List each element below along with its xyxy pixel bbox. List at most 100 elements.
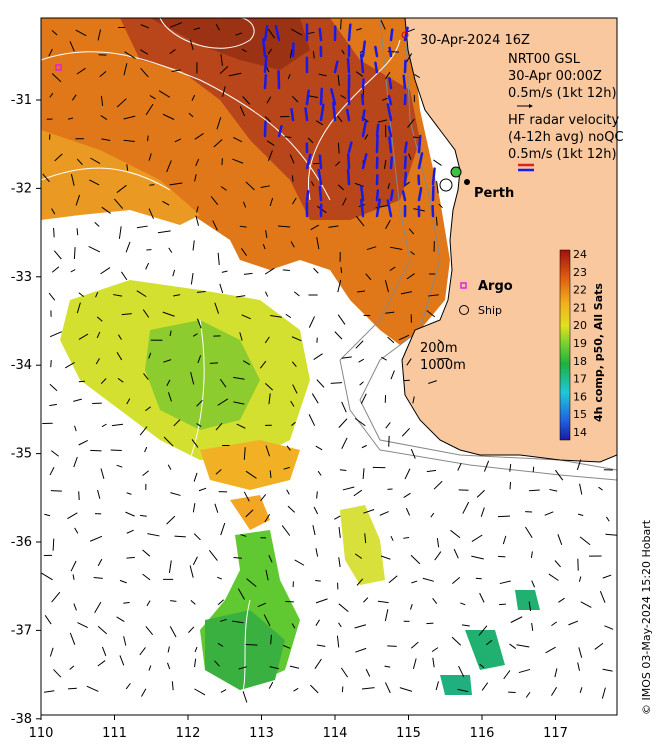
- current-arrow: [362, 468, 365, 480]
- current-arrow: [363, 597, 369, 603]
- current-arrow: [268, 554, 273, 563]
- current-arrow: [291, 336, 302, 342]
- current-arrow: [193, 533, 201, 541]
- current-arrow: [383, 159, 387, 169]
- current-arrow: [51, 266, 60, 273]
- current-arrow: [166, 160, 172, 173]
- current-arrow: [196, 291, 206, 293]
- hf-arrow: [263, 55, 268, 74]
- x-tick-label: 111: [102, 726, 127, 741]
- current-arrow: [210, 196, 219, 206]
- current-arrow: [94, 221, 100, 227]
- colorbar-tick-label: 21: [573, 301, 587, 314]
- current-arrow: [170, 492, 181, 496]
- current-arrow: [101, 646, 107, 657]
- current-arrow: [317, 470, 322, 476]
- current-arrow: [266, 96, 272, 104]
- current-arrow: [96, 316, 103, 322]
- current-arrow: [286, 445, 291, 451]
- current-arrow: [73, 398, 82, 402]
- current-arrow: [599, 591, 606, 603]
- current-arrow: [125, 683, 131, 690]
- current-arrow: [426, 310, 436, 318]
- current-arrow: [412, 396, 415, 404]
- current-arrow: [354, 624, 367, 629]
- current-arrow: [149, 95, 156, 100]
- current-arrow: [269, 197, 274, 207]
- current-arrow: [193, 472, 198, 482]
- y-tick-label: -38: [11, 712, 32, 727]
- current-arrow: [242, 691, 248, 703]
- gsl-time: 30-Apr 00:00Z: [508, 69, 602, 84]
- current-arrow: [233, 401, 245, 405]
- current-arrow: [198, 487, 207, 492]
- isobath-1000m: [339, 18, 617, 481]
- hf-arrow: [347, 23, 352, 42]
- current-arrow: [169, 182, 183, 186]
- current-arrow: [557, 534, 563, 546]
- plot-frame: [40, 17, 618, 716]
- current-arrow: [120, 271, 128, 281]
- current-arrow: [380, 555, 391, 560]
- hf-arrow: [417, 152, 424, 170]
- current-arrow: [259, 360, 267, 369]
- hf-arrow: [305, 89, 310, 106]
- y-tick-label: -34: [11, 358, 32, 373]
- current-arrow: [162, 200, 170, 206]
- current-arrow: [285, 313, 292, 319]
- current-arrow: [308, 414, 316, 426]
- current-arrow: [480, 507, 485, 517]
- current-arrow: [403, 492, 411, 498]
- current-arrow: [377, 119, 387, 123]
- colorbar-ticks: 24 23 22 21 20 19 18 17 16 15 14: [573, 248, 587, 439]
- current-arrow: [315, 120, 324, 126]
- hf-arrow: [375, 123, 380, 138]
- current-arrow: [219, 378, 227, 388]
- current-arrow: [192, 240, 195, 251]
- current-arrow: [340, 667, 349, 678]
- current-arrow: [337, 142, 340, 154]
- current-arrow: [217, 642, 224, 647]
- current-arrow: [194, 646, 198, 653]
- hf-arrow: [333, 60, 339, 74]
- current-arrow: [52, 538, 55, 551]
- current-arrow: [219, 283, 224, 294]
- current-arrow: [100, 95, 104, 106]
- current-arrow: [269, 470, 272, 478]
- current-arrow: [576, 459, 582, 471]
- current-arrow: [361, 687, 375, 690]
- current-arrow: [242, 360, 251, 366]
- current-arrow: [460, 602, 466, 606]
- current-arrow: [289, 49, 293, 59]
- current-arrow: [71, 94, 77, 101]
- current-arrow: [337, 184, 345, 191]
- current-arrow: [141, 688, 147, 697]
- current-arrow: [193, 27, 201, 31]
- current-arrow: [174, 138, 182, 143]
- current-arrow: [340, 267, 343, 274]
- current-arrow: [384, 609, 389, 622]
- current-arrow: [412, 658, 417, 670]
- sst-teal-patch-3: [515, 590, 540, 610]
- current-arrow: [88, 246, 101, 253]
- current-arrow: [510, 616, 523, 623]
- current-arrow: [86, 685, 99, 692]
- current-arrow: [267, 28, 276, 39]
- current-arrow: [236, 423, 246, 429]
- current-arrow: [509, 643, 517, 649]
- current-arrow: [267, 150, 273, 161]
- current-arrow: [100, 267, 111, 275]
- gsl-scale: 0.5m/s (1kt 12h): [508, 86, 617, 101]
- current-arrow: [113, 294, 123, 297]
- current-arrow: [215, 23, 220, 31]
- current-arrow: [167, 464, 172, 470]
- current-arrow: [579, 483, 583, 495]
- current-arrow: [69, 41, 75, 52]
- current-arrow: [219, 66, 229, 75]
- current-arrow: [558, 597, 565, 603]
- hf-arrow: [318, 185, 323, 202]
- current-arrow: [75, 29, 87, 37]
- current-arrow: [307, 31, 315, 35]
- current-arrow: [580, 601, 592, 608]
- current-arrow: [140, 24, 150, 29]
